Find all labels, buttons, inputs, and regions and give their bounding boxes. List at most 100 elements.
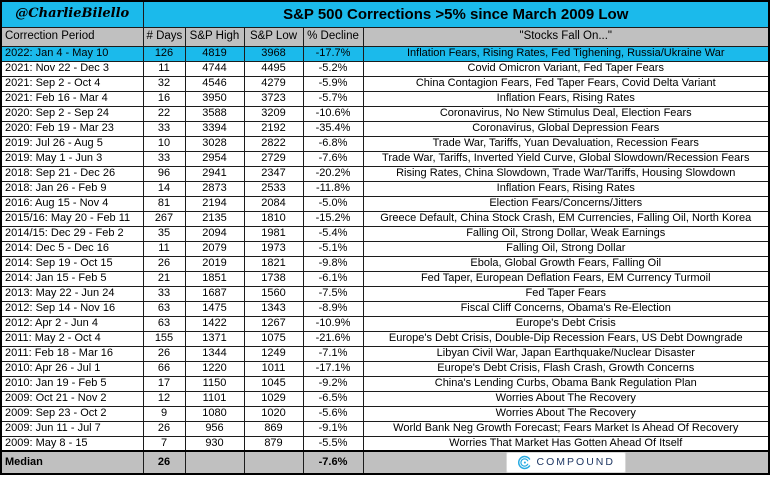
median-high-cell	[184, 450, 245, 475]
days-cell: 22	[142, 105, 186, 122]
days-cell: 96	[142, 165, 186, 182]
reason-cell: Coronavirus, Global Depression Fears	[362, 120, 770, 137]
table-row: 2019: May 1 - Jun 3 33 2954 2729 -7.6% Trade …	[0, 150, 770, 167]
period-cell: 2009: Sep 23 - Oct 2	[0, 405, 144, 422]
high-cell: 4744	[184, 60, 245, 77]
reason-cell: Falling Oil, Strong Dollar	[362, 240, 770, 257]
median-days-cell: 26	[142, 450, 186, 475]
title-row: @CharlieBilello S&P 500 Corrections >5% …	[0, 0, 770, 28]
period-cell: 2018: Jan 26 - Feb 9	[0, 180, 144, 197]
high-cell: 1422	[184, 315, 245, 332]
period-cell: 2014: Jan 15 - Feb 5	[0, 270, 144, 287]
high-cell: 1101	[184, 390, 245, 407]
column-header-decline: % Decline	[302, 26, 364, 47]
table-row: 2012: Apr 2 - Jun 4 63 1422 1267 -10.9% Europ…	[0, 315, 770, 332]
days-cell: 9	[142, 405, 186, 422]
table-row: 2018: Jan 26 - Feb 9 14 2873 2533 -11.8% Infl…	[0, 180, 770, 197]
low-cell: 4279	[243, 75, 304, 92]
decline-cell: -5.4%	[302, 225, 364, 242]
decline-cell: -9.1%	[302, 420, 364, 437]
high-cell: 3588	[184, 105, 245, 122]
table-row: 2018: Sep 21 - Dec 26 96 2941 2347 -20.2% Ris…	[0, 165, 770, 182]
decline-cell: -9.2%	[302, 375, 364, 392]
low-cell: 1020	[243, 405, 304, 422]
period-cell: 2015/16: May 20 - Feb 11	[0, 210, 144, 227]
period-cell: 2021: Sep 2 - Oct 4	[0, 75, 144, 92]
days-cell: 126	[142, 45, 186, 62]
reason-cell: China Contagion Fears, Fed Taper Fears, …	[362, 75, 770, 92]
column-header-period: Correction Period	[0, 26, 144, 47]
low-cell: 1973	[243, 240, 304, 257]
days-cell: 63	[142, 315, 186, 332]
table-row: 2014: Dec 5 - Dec 16 11 2079 1973 -5.1% Falli…	[0, 240, 770, 257]
low-cell: 869	[243, 420, 304, 437]
decline-cell: -5.2%	[302, 60, 364, 77]
low-cell: 1011	[243, 360, 304, 377]
high-cell: 1220	[184, 360, 245, 377]
days-cell: 17	[142, 375, 186, 392]
low-cell: 3968	[243, 45, 304, 62]
table-row: 2010: Jan 19 - Feb 5 17 1150 1045 -9.2% China…	[0, 375, 770, 392]
days-cell: 81	[142, 195, 186, 212]
table-body: 2022: Jan 4 - May 10 126 4819 3968 -17.7% Inf…	[0, 45, 770, 452]
decline-cell: -6.5%	[302, 390, 364, 407]
low-cell: 1249	[243, 345, 304, 362]
period-cell: 2012: Sep 14 - Nov 16	[0, 300, 144, 317]
decline-cell: -5.1%	[302, 240, 364, 257]
reason-cell: Europe's Debt Crisis, Double-Dip Recessi…	[362, 330, 770, 347]
high-cell: 4546	[184, 75, 245, 92]
low-cell: 2347	[243, 165, 304, 182]
high-cell: 2079	[184, 240, 245, 257]
median-row: Median 26 -7.6% COMPOUND	[0, 450, 770, 475]
period-cell: 2016: Aug 15 - Nov 4	[0, 195, 144, 212]
period-cell: 2019: May 1 - Jun 3	[0, 150, 144, 167]
reason-cell: Fiscal Cliff Concerns, Obama's Re-Electi…	[362, 300, 770, 317]
high-cell: 956	[184, 420, 245, 437]
days-cell: 63	[142, 300, 186, 317]
days-cell: 66	[142, 360, 186, 377]
low-cell: 1045	[243, 375, 304, 392]
reason-cell: China's Lending Curbs, Obama Bank Regula…	[362, 375, 770, 392]
table-row: 2019: Jul 26 - Aug 5 10 3028 2822 -6.8% Trade…	[0, 135, 770, 152]
period-cell: 2011: Feb 18 - Mar 16	[0, 345, 144, 362]
low-cell: 1738	[243, 270, 304, 287]
high-cell: 3950	[184, 90, 245, 107]
period-cell: 2020: Sep 2 - Sep 24	[0, 105, 144, 122]
table-row: 2009: May 8 - 15 7 930 879 -5.5% Worries That…	[0, 435, 770, 452]
table-row: 2014: Sep 19 - Oct 15 26 2019 1821 -9.8% Ebol…	[0, 255, 770, 272]
decline-cell: -5.6%	[302, 405, 364, 422]
period-cell: 2009: Oct 21 - Nov 2	[0, 390, 144, 407]
decline-cell: -5.5%	[302, 435, 364, 452]
column-header-row: Correction Period # Days S&P High S&P Lo…	[0, 26, 770, 47]
low-cell: 879	[243, 435, 304, 452]
period-cell: 2014: Sep 19 - Oct 15	[0, 255, 144, 272]
days-cell: 7	[142, 435, 186, 452]
table-row: 2021: Feb 16 - Mar 4 16 3950 3723 -5.7% Infla…	[0, 90, 770, 107]
median-label: Median	[0, 450, 144, 475]
low-cell: 1075	[243, 330, 304, 347]
days-cell: 32	[142, 75, 186, 92]
table-row: 2020: Feb 19 - Mar 23 33 3394 2192 -35.4% Cor…	[0, 120, 770, 137]
table-row: 2016: Aug 15 - Nov 4 81 2194 2084 -5.0% Elect…	[0, 195, 770, 212]
high-cell: 1687	[184, 285, 245, 302]
table-row: 2009: Jun 11 - Jul 7 26 956 869 -9.1% World B…	[0, 420, 770, 437]
decline-cell: -7.5%	[302, 285, 364, 302]
period-cell: 2019: Jul 26 - Aug 5	[0, 135, 144, 152]
low-cell: 1810	[243, 210, 304, 227]
compound-logo-text: COMPOUND	[536, 456, 615, 469]
decline-cell: -11.8%	[302, 180, 364, 197]
decline-cell: -5.7%	[302, 90, 364, 107]
period-cell: 2014/15: Dec 29 - Feb 2	[0, 225, 144, 242]
high-cell: 2094	[184, 225, 245, 242]
days-cell: 16	[142, 90, 186, 107]
reason-cell: Fed Taper, European Deflation Fears, EM …	[362, 270, 770, 287]
reason-cell: Europe's Debt Crisis, Flash Crash, Growt…	[362, 360, 770, 377]
column-header-high: S&P High	[184, 26, 245, 47]
table-row: 2021: Nov 22 - Dec 3 11 4744 4495 -5.2% Covid…	[0, 60, 770, 77]
decline-cell: -17.1%	[302, 360, 364, 377]
reason-cell: Worries About The Recovery	[362, 405, 770, 422]
days-cell: 33	[142, 285, 186, 302]
period-cell: 2012: Apr 2 - Jun 4	[0, 315, 144, 332]
low-cell: 1981	[243, 225, 304, 242]
high-cell: 1080	[184, 405, 245, 422]
